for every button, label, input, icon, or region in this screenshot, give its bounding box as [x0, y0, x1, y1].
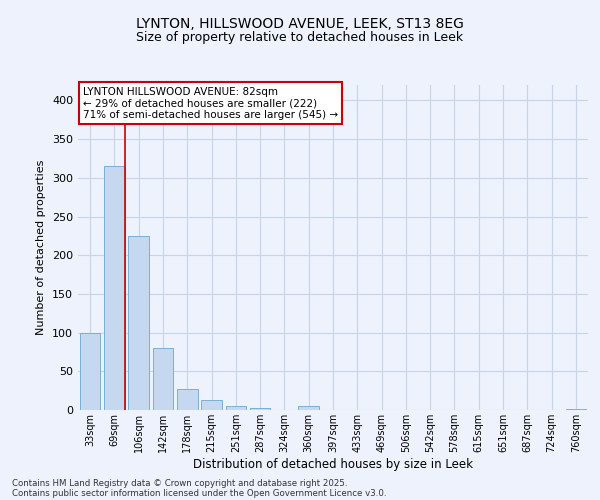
Bar: [250, 408, 271, 410]
Bar: [566, 409, 586, 410]
X-axis label: Distribution of detached houses by size in Leek: Distribution of detached houses by size …: [193, 458, 473, 470]
Text: Contains HM Land Registry data © Crown copyright and database right 2025.: Contains HM Land Registry data © Crown c…: [12, 478, 347, 488]
Y-axis label: Number of detached properties: Number of detached properties: [37, 160, 46, 335]
Bar: [128, 236, 149, 410]
Text: LYNTON, HILLSWOOD AVENUE, LEEK, ST13 8EG: LYNTON, HILLSWOOD AVENUE, LEEK, ST13 8EG: [136, 18, 464, 32]
Bar: [226, 406, 246, 410]
Bar: [80, 332, 100, 410]
Text: Size of property relative to detached houses in Leek: Size of property relative to detached ho…: [136, 31, 464, 44]
Text: LYNTON HILLSWOOD AVENUE: 82sqm
← 29% of detached houses are smaller (222)
71% of: LYNTON HILLSWOOD AVENUE: 82sqm ← 29% of …: [83, 86, 338, 120]
Bar: [201, 400, 222, 410]
Bar: [152, 348, 173, 410]
Bar: [177, 389, 197, 410]
Text: Contains public sector information licensed under the Open Government Licence v3: Contains public sector information licen…: [12, 488, 386, 498]
Bar: [104, 166, 125, 410]
Bar: [298, 406, 319, 410]
